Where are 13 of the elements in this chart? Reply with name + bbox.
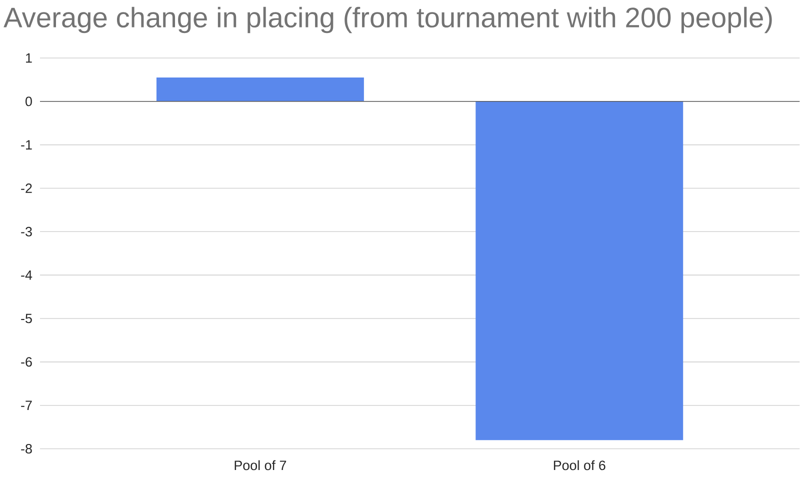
- y-tick-label: -6: [21, 357, 32, 367]
- y-tick-label: -3: [21, 227, 32, 237]
- y-tick-label: 1: [26, 53, 32, 63]
- x-tick-label: Pool of 6: [554, 460, 606, 470]
- y-tick-label: -5: [21, 314, 32, 324]
- chart-title: Average change in placing (from tournament with 200 people): [4, 6, 772, 34]
- y-tick-label: -4: [21, 270, 32, 280]
- y-tick-label: 0: [26, 96, 32, 106]
- y-tick-label: -8: [21, 444, 32, 454]
- y-tick-label: -7: [21, 400, 32, 410]
- y-tick-label: -2: [21, 184, 32, 194]
- x-tick-label: Pool of 7: [234, 460, 286, 470]
- y-tick-label: -1: [21, 140, 32, 150]
